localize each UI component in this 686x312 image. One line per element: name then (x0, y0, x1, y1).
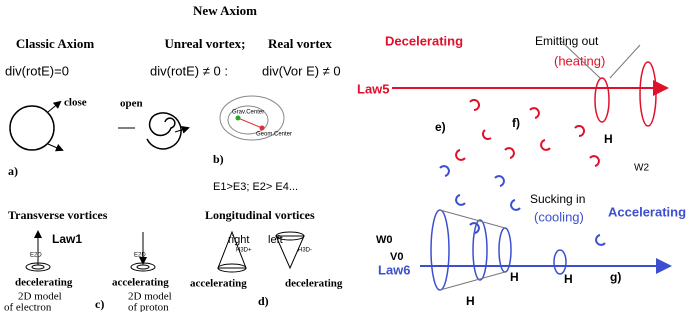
heading: Classic Axiom (16, 36, 95, 51)
curls (456, 100, 599, 166)
vortex (32, 265, 44, 269)
state: accelerating (112, 277, 169, 289)
vortex (473, 220, 487, 280)
right-panel: Decelerating Emitting out (heating) Law5… (357, 33, 686, 308)
vortex (137, 265, 149, 269)
point (236, 116, 241, 121)
label: Grav.Center (232, 110, 264, 116)
vortex (431, 210, 449, 290)
label: H (510, 270, 519, 284)
vortex (640, 62, 656, 126)
label: E2D (30, 253, 42, 259)
heading: Transverse vortices (8, 208, 108, 222)
label: H (604, 132, 613, 146)
label: W2 (634, 163, 649, 174)
label: g) (610, 270, 621, 284)
heading: Longitudinal vortices (205, 208, 315, 222)
label: f) (512, 116, 520, 130)
label: b) (213, 152, 224, 166)
equation: div(rotE)=0 (5, 63, 69, 78)
law: Law1 (52, 232, 82, 246)
figure: New Axiom Classic Axiom Unreal vortex; R… (0, 0, 686, 312)
law: Law5 (357, 81, 390, 96)
label: H (564, 272, 573, 286)
label: H3D+ (236, 248, 252, 254)
label: close (64, 97, 87, 109)
label: Sucking in (530, 192, 585, 206)
label: (heating) (554, 53, 605, 68)
law: Law6 (378, 262, 411, 277)
label: H (466, 294, 475, 308)
vortex (554, 250, 566, 274)
vortex (131, 263, 155, 271)
heading: Real vortex (268, 36, 332, 51)
vortex (595, 78, 609, 122)
caption: of proton (128, 302, 169, 312)
label: d) (258, 294, 269, 308)
label: e) (435, 120, 446, 134)
label: right (228, 234, 249, 246)
closed-loop (10, 106, 54, 150)
spiral (147, 113, 181, 149)
left-panel: New Axiom Classic Axiom Unreal vortex; R… (4, 3, 343, 312)
label: V0 (390, 251, 403, 263)
label: open (120, 98, 143, 110)
label: H3D- (298, 248, 312, 254)
label: c) (95, 297, 104, 311)
arrow (48, 102, 60, 112)
arrow (48, 144, 62, 150)
state: accelerating (190, 278, 247, 290)
label: Geom.Center (256, 132, 292, 138)
label: W0 (376, 234, 393, 246)
equation: div(rotE) ≠ 0 : (150, 63, 228, 78)
caption: of electron (4, 302, 52, 312)
title: New Axiom (193, 3, 257, 18)
label: a) (8, 164, 18, 178)
label: (cooling) (534, 209, 584, 224)
point (260, 126, 265, 131)
heading: Unreal vortex; (165, 36, 246, 51)
heading: Decelerating (385, 33, 463, 48)
equation: div(Vor E) ≠ 0 (262, 63, 341, 78)
line (238, 118, 262, 128)
state: decelerating (15, 277, 73, 289)
label: E2D (134, 253, 146, 259)
state: decelerating (285, 278, 343, 290)
heading: Accelerating (608, 204, 686, 219)
label: E1>E3; E2> E4... (213, 181, 298, 193)
